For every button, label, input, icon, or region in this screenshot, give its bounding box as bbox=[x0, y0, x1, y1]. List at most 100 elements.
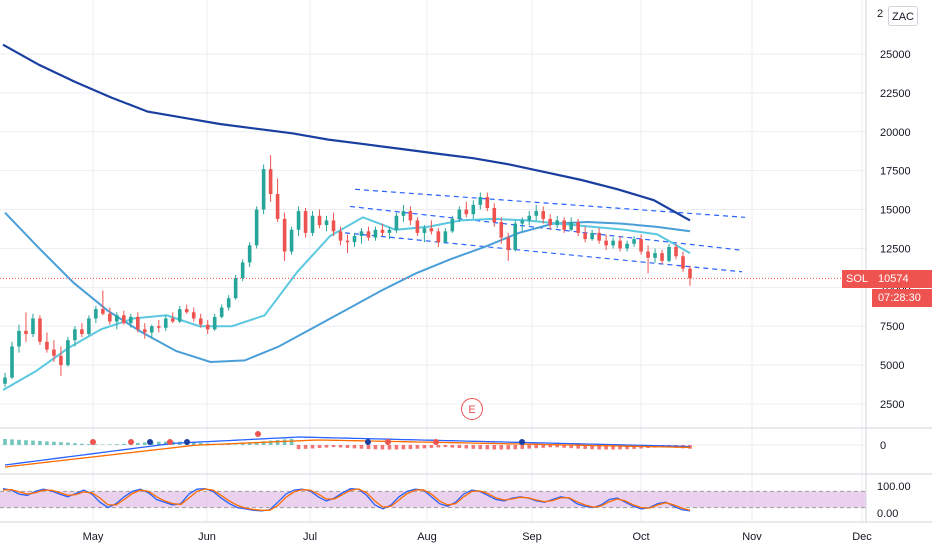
macd-histogram-bar bbox=[422, 445, 427, 449]
candlestick-series bbox=[3, 155, 692, 387]
macd-histogram-bar bbox=[443, 445, 448, 448]
candle-body bbox=[436, 231, 441, 243]
price-tick-label: 12500 bbox=[880, 243, 911, 255]
stoch-tick-label: 0.00 bbox=[877, 508, 898, 520]
macd-histogram-bar bbox=[373, 445, 378, 450]
candle-body bbox=[198, 318, 203, 325]
candle-body bbox=[212, 316, 217, 330]
candle-body bbox=[646, 251, 650, 258]
macd-histogram-bar bbox=[380, 445, 385, 450]
macd-histogram-bar bbox=[115, 444, 119, 445]
candle-body bbox=[345, 240, 350, 243]
candle-body bbox=[129, 316, 133, 324]
macd-histogram-bar bbox=[562, 445, 566, 448]
time-tick-label: May bbox=[83, 531, 104, 543]
macd-histogram-bar bbox=[59, 442, 63, 445]
candle-body bbox=[122, 315, 126, 324]
candle-body bbox=[108, 313, 112, 322]
candle-body bbox=[443, 231, 448, 243]
candle-body bbox=[688, 268, 692, 279]
price-axis[interactable]: 2500500075001000012500150001750020000225… bbox=[865, 0, 911, 522]
macd-histogram-bar bbox=[408, 445, 413, 450]
candle-body bbox=[24, 330, 28, 334]
macd-cross-dot bbox=[184, 439, 190, 445]
price-tick-label: 22500 bbox=[880, 88, 911, 100]
time-tick-label: Aug bbox=[417, 531, 437, 543]
candle-body bbox=[632, 239, 636, 244]
candle-body bbox=[205, 324, 210, 330]
candle-body bbox=[394, 215, 399, 230]
macd-histogram-bar bbox=[52, 441, 56, 445]
time-tick-label: Jul bbox=[303, 531, 317, 543]
macd-histogram-bar bbox=[485, 445, 490, 450]
candle-body bbox=[674, 246, 678, 257]
candle-body bbox=[499, 222, 504, 238]
macd-histogram-bar bbox=[436, 445, 441, 448]
candle-body bbox=[541, 211, 546, 219]
candle-body bbox=[87, 318, 91, 334]
symbol-badge: SOL bbox=[842, 270, 872, 288]
macd-histogram-bar bbox=[478, 445, 483, 450]
macd-cross-dot bbox=[433, 439, 439, 445]
macd-cross-dot bbox=[90, 439, 96, 445]
macd-histogram-bar bbox=[240, 443, 245, 445]
stoch-k-line bbox=[2, 488, 691, 512]
earnings-marker[interactable]: E bbox=[461, 398, 483, 420]
time-axis[interactable]: May Jun Jul Aug Sep Oct Nov Dec bbox=[0, 521, 932, 543]
macd-histogram-bar bbox=[513, 445, 518, 450]
stoch-tick-label: 100.00 bbox=[877, 481, 911, 493]
sma-mid-line bbox=[4, 212, 691, 364]
candle-body bbox=[101, 309, 105, 314]
macd-histogram-bar bbox=[191, 442, 196, 445]
candle-body bbox=[422, 228, 427, 233]
channel-line bbox=[344, 232, 743, 273]
macd-histogram-bar bbox=[338, 445, 343, 448]
macd-cross-dot bbox=[385, 439, 391, 445]
macd-histogram-bar bbox=[268, 440, 273, 445]
macd-histogram-bar bbox=[156, 441, 161, 445]
macd-histogram-bar bbox=[163, 441, 168, 445]
macd-histogram-bar bbox=[247, 442, 252, 445]
macd-cross-dot bbox=[128, 439, 134, 445]
candle-body bbox=[513, 223, 518, 250]
macd-histogram-bar bbox=[24, 440, 28, 445]
stoch-band bbox=[0, 491, 866, 508]
candle-body bbox=[555, 220, 559, 226]
candle-body bbox=[296, 211, 301, 230]
price-tick-label: 17500 bbox=[880, 166, 911, 178]
candle-body bbox=[247, 245, 252, 263]
macd-histogram-bar bbox=[94, 444, 98, 445]
price-tick-label: 15000 bbox=[880, 205, 911, 217]
macd-histogram-bar bbox=[310, 445, 315, 449]
macd-histogram-bar bbox=[618, 445, 622, 450]
channel-line bbox=[349, 205, 741, 251]
price-tick-label: 25000 bbox=[880, 49, 911, 61]
auto-scale-button[interactable]: ZAC bbox=[888, 6, 918, 26]
macd-histogram-bar bbox=[233, 444, 238, 445]
macd-histogram-bar bbox=[345, 445, 350, 448]
candle-body bbox=[94, 309, 98, 319]
candle-body bbox=[380, 229, 385, 233]
macd-histogram-bar bbox=[73, 443, 77, 445]
candle-body bbox=[3, 377, 7, 384]
macd-histogram-bar bbox=[101, 444, 105, 445]
time-tick-label: Nov bbox=[742, 531, 762, 543]
candle-body bbox=[457, 209, 462, 219]
candle-body bbox=[163, 318, 168, 328]
candle-body bbox=[464, 209, 469, 215]
candle-body bbox=[625, 243, 629, 249]
candle-body bbox=[415, 220, 420, 233]
macd-histogram-bar bbox=[122, 443, 126, 445]
candle-body bbox=[366, 231, 371, 238]
macd-histogram-bar bbox=[38, 441, 42, 445]
candle-body bbox=[653, 253, 657, 258]
price-axis-top-label: 2 bbox=[877, 8, 884, 20]
time-tick-label: Sep bbox=[522, 531, 542, 543]
macd-histogram-bar bbox=[611, 445, 615, 450]
candle-body bbox=[373, 229, 378, 238]
macd-histogram-bar bbox=[527, 445, 532, 449]
candle-body bbox=[66, 340, 70, 366]
candle-body bbox=[136, 316, 140, 330]
candle-body bbox=[408, 211, 413, 221]
